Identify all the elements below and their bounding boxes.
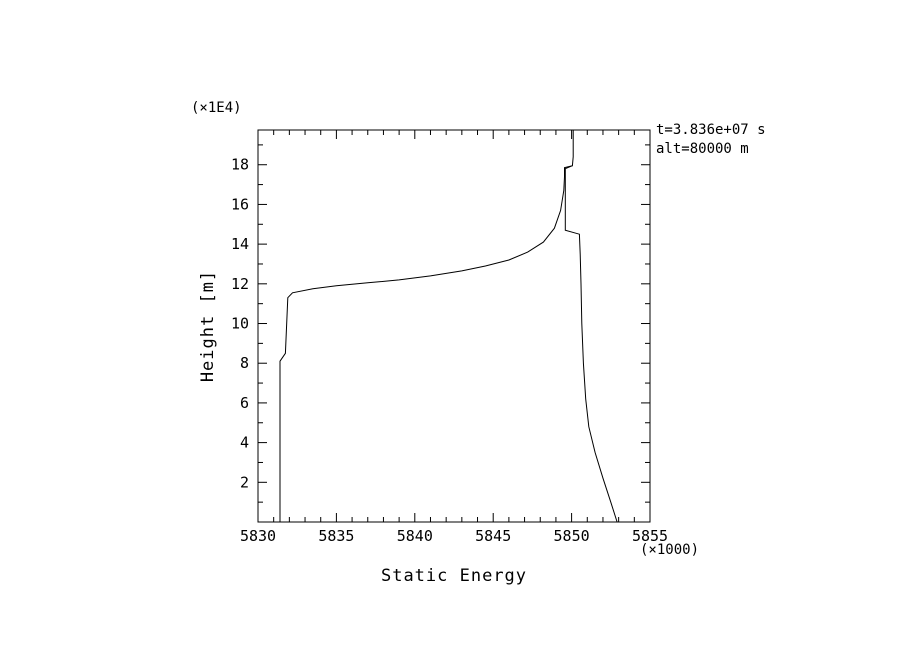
x-tick-label: 5850 [554,527,590,545]
y-tick-label: 2 [240,473,249,491]
y-axis-title: Height [m] [198,269,218,383]
annotation-altitude: alt=80000 m [656,141,749,157]
x-tick-label: 5855 [632,527,668,545]
y-tick-label: 4 [240,434,249,452]
y-tick-label: 10 [231,315,249,333]
y-tick-label: 16 [231,195,249,213]
annotation-time: t=3.836e+07 s [656,122,766,138]
x-axis-unit-label: (×1000) [640,542,700,558]
y-tick-label: 6 [240,394,249,412]
x-tick-label: 5840 [397,527,433,545]
y-tick-label: 18 [231,156,249,174]
y-axis-unit-label: (×1E4) [191,100,242,116]
y-tick-label: 8 [240,354,249,372]
x-tick-label: 5835 [318,527,354,545]
x-tick-label: 5830 [240,527,276,545]
static-energy-profile-left [279,130,574,522]
y-tick-label: 14 [231,235,249,253]
x-tick-label: 5845 [475,527,511,545]
y-tick-label: 12 [231,275,249,293]
plot-frame [257,129,651,523]
static-energy-profile-right [564,165,618,523]
x-axis-title: Static Energy [380,566,528,586]
